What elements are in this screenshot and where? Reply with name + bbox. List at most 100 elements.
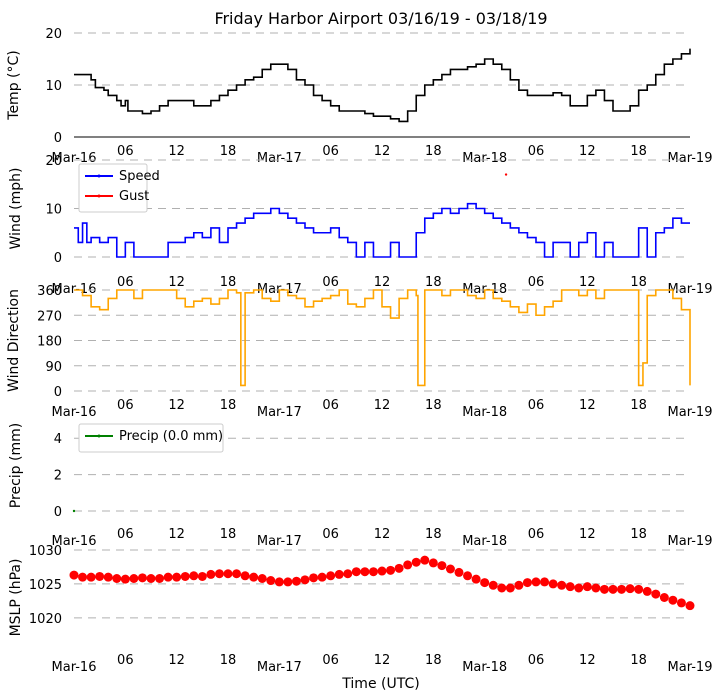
mslp-point: [240, 571, 250, 581]
x-tick-label: 12: [374, 398, 391, 413]
mslp-point: [676, 598, 686, 608]
mslp-point: [445, 564, 455, 574]
x-tick-label: 18: [630, 144, 647, 159]
x-tick-label: Mar-18: [462, 405, 507, 420]
temperature-series-line: [74, 48, 691, 123]
mslp-point: [386, 565, 396, 575]
x-tick-label: 06: [322, 527, 339, 542]
x-tick-label: Mar-19: [668, 534, 713, 549]
x-tick-label: 12: [579, 653, 596, 668]
x-tick-label: Mar-18: [462, 151, 507, 166]
mslp-point: [574, 583, 584, 593]
mslp-point: [591, 583, 601, 593]
mslp-point: [463, 571, 473, 581]
mslp-point: [557, 580, 567, 590]
x-tick-label: 06: [117, 398, 134, 413]
x-tick-label: Mar-16: [52, 534, 97, 549]
panel-5: 1020 1025 1030 Mar-16 06 12 18 Mar-17 06 12 18 Mar-…: [8, 544, 712, 675]
y-axis-label: Wind (mph): [8, 168, 24, 250]
y-axis-label: Precip (mm): [8, 423, 24, 508]
mslp-point: [146, 574, 156, 583]
x-tick-label: 18: [630, 275, 647, 290]
x-tick-label: 18: [630, 527, 647, 542]
mslp-point: [326, 571, 336, 581]
y-axis-label: MSLP (hPa): [8, 559, 24, 637]
x-tick-label: 12: [374, 275, 391, 290]
y-tick-label: 20: [45, 154, 62, 169]
x-tick-label: 18: [425, 653, 442, 668]
x-tick-label: 06: [117, 653, 134, 668]
y-tick-label: 90: [45, 360, 62, 375]
y-axis-label: Wind Direction: [6, 289, 22, 392]
x-tick-label: Mar-18: [462, 534, 507, 549]
mslp-point: [599, 584, 609, 594]
x-tick-label: 18: [630, 653, 647, 668]
mslp-point: [565, 582, 575, 592]
mslp-point: [625, 584, 635, 594]
mslp-point: [257, 574, 267, 583]
x-tick-label: 12: [168, 144, 185, 159]
y-tick-label: 0: [54, 251, 62, 266]
mslp-point: [309, 573, 319, 583]
mslp-point: [642, 586, 652, 596]
legend-label: Precip (0.0 mm): [119, 429, 223, 444]
mslp-point: [137, 573, 147, 583]
y-tick-label: 1030: [29, 544, 62, 559]
mslp-point: [172, 572, 182, 582]
mslp-point: [497, 583, 507, 593]
y-tick-label: 10: [45, 203, 62, 218]
mslp-point: [197, 571, 207, 581]
x-tick-label: Mar-19: [668, 405, 713, 420]
x-tick-label: 06: [528, 527, 545, 542]
legend-marker: [97, 194, 101, 198]
mslp-point: [95, 571, 105, 581]
y-tick-label: 360: [37, 284, 62, 299]
panel-3: 0 90 180 270 360 Mar-16 06 12 18 Mar-17 06 12 18 Mar-…: [6, 284, 712, 420]
mslp-point: [522, 578, 532, 588]
mslp-point: [514, 580, 524, 590]
y-tick-label: 4: [54, 432, 62, 447]
x-tick-label: 06: [528, 653, 545, 668]
x-tick-label: 06: [322, 398, 339, 413]
x-tick-label: 18: [425, 527, 442, 542]
mslp-point: [274, 577, 284, 587]
x-tick-label: Mar-19: [668, 282, 713, 297]
mslp-point: [488, 580, 498, 590]
panel-4: 0 2 4 Mar-16 06 12 18 Mar-17 06 12 18 Mar-18 06 12 18 M…: [8, 423, 712, 549]
x-tick-label: 06: [322, 275, 339, 290]
x-tick-label: Mar-18: [462, 660, 507, 675]
mslp-point: [685, 601, 695, 611]
mslp-point: [480, 578, 490, 588]
y-tick-label: 0: [54, 385, 62, 400]
x-tick-label: 12: [168, 398, 185, 413]
mslp-point: [120, 574, 130, 584]
x-tick-label: 12: [168, 653, 185, 668]
mslp-point: [103, 572, 113, 582]
mslp-point: [214, 569, 224, 579]
y-tick-label: 0: [54, 131, 62, 146]
x-tick-label: 12: [168, 527, 185, 542]
mslp-point: [300, 575, 310, 585]
x-tick-label: 18: [425, 398, 442, 413]
mslp-point: [403, 560, 413, 570]
mslp-point: [411, 557, 421, 567]
mslp-point: [249, 572, 259, 582]
mslp-point: [608, 584, 618, 594]
mslp-point: [343, 569, 353, 579]
mslp-point: [394, 563, 404, 573]
x-tick-label: 12: [579, 275, 596, 290]
mslp-point: [206, 569, 216, 579]
legend-marker: [97, 434, 101, 438]
y-tick-label: 180: [37, 335, 62, 350]
mslp-point: [368, 567, 378, 577]
mslp-point: [582, 582, 592, 592]
legend-marker: [97, 174, 101, 178]
legend-label: Gust: [119, 189, 149, 204]
x-tick-label: Mar-16: [52, 660, 97, 675]
mslp-point: [163, 572, 173, 582]
x-tick-label: 12: [579, 398, 596, 413]
legend-label: Speed: [119, 169, 160, 184]
